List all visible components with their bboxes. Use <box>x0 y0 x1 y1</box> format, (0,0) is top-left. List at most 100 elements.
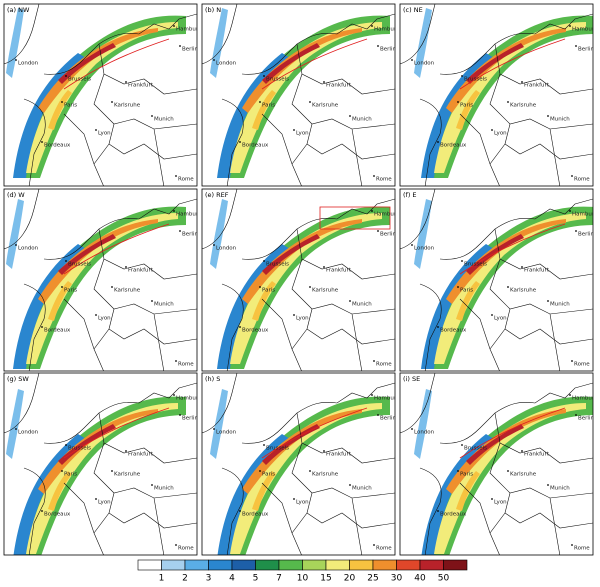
city-label: Berlin <box>578 416 594 422</box>
city-label: Lyon <box>98 316 111 322</box>
map-panel: London Brussels Paris Hamburg Berlin Frankfur… <box>201 188 396 372</box>
city-dot <box>111 470 113 472</box>
subdomain <box>319 206 391 230</box>
map-content: London Brussels Paris Hamburg Berlin Frankfur… <box>400 4 593 186</box>
city-label: Paris <box>262 103 275 109</box>
city-label: Frankfurt <box>524 268 550 274</box>
city-label: Paris <box>262 288 275 294</box>
city-dot <box>173 210 175 212</box>
city-dot <box>377 230 379 232</box>
city-label: London <box>216 61 237 67</box>
city-label: Hamburg <box>176 212 202 218</box>
legend-label: 1 <box>159 574 165 584</box>
panel-frame <box>3 372 198 556</box>
city-label: Rome <box>178 546 194 552</box>
city-dot <box>547 115 549 117</box>
city-label: Bordeaux <box>242 143 269 149</box>
city-label: Bordeaux <box>242 328 269 334</box>
city-dot <box>575 45 577 47</box>
city-dot <box>569 394 571 396</box>
city-label: Berlin <box>182 47 198 53</box>
city-dot <box>373 544 375 546</box>
city-dot <box>491 129 493 131</box>
city-dot <box>259 286 261 288</box>
city-dot <box>175 175 177 177</box>
city-dot <box>437 510 439 512</box>
city-dot <box>411 59 413 61</box>
city-dot <box>259 470 261 472</box>
legend-label: 10 <box>297 574 309 584</box>
city-dot <box>111 101 113 103</box>
city-label: Lyon <box>494 316 507 322</box>
city-label: Paris <box>64 103 77 109</box>
color-box <box>184 559 209 571</box>
city-label: Bordeaux <box>440 328 467 334</box>
city-dot <box>125 450 127 452</box>
city-label: Hamburg <box>374 396 400 402</box>
city-label: Bordeaux <box>440 143 467 149</box>
map-panel: London Brussels Paris Hamburg Berlin Frankfur… <box>3 188 202 372</box>
city-dot <box>61 286 63 288</box>
city-dot <box>61 470 63 472</box>
city-dot <box>461 75 463 77</box>
panel-frame <box>399 188 594 372</box>
city-dot <box>309 470 311 472</box>
city-label: Karlsruhe <box>312 472 339 478</box>
city-label: Karlsruhe <box>510 288 537 294</box>
city-dot <box>61 101 63 103</box>
city-dot <box>173 25 175 27</box>
city-label: Munich <box>550 302 570 308</box>
city-label: Bordeaux <box>44 328 71 334</box>
map-content: London Brussels Paris Hamburg Berlin Frankfur… <box>400 373 594 555</box>
panel-frame <box>399 3 594 187</box>
city-dot <box>293 498 295 500</box>
city-label: Munich <box>352 486 372 492</box>
color-box <box>161 559 186 571</box>
city-label: Karlsruhe <box>510 472 537 478</box>
city-label: Lyon <box>98 500 111 506</box>
legend-label: 30 <box>391 574 403 584</box>
city-dot <box>179 230 181 232</box>
city-label: Frankfurt <box>128 268 154 274</box>
city-label: Bordeaux <box>44 143 71 149</box>
city-label: Hamburg <box>374 27 400 33</box>
city-dot <box>521 450 523 452</box>
color-box <box>443 559 468 571</box>
city-dot <box>65 260 67 262</box>
city-dot <box>41 141 43 143</box>
city-label: Bordeaux <box>440 512 467 518</box>
city-dot <box>571 175 573 177</box>
city-label: Paris <box>64 288 77 294</box>
city-dot <box>239 326 241 328</box>
city-label: Rome <box>376 546 392 552</box>
legend-label: 2 <box>182 574 188 584</box>
city-dot <box>457 286 459 288</box>
city-dot <box>15 428 17 430</box>
city-dot <box>15 59 17 61</box>
city-dot <box>65 444 67 446</box>
city-label: Karlsruhe <box>312 103 339 109</box>
city-dot <box>95 129 97 131</box>
city-dot <box>41 326 43 328</box>
color-box <box>372 559 397 571</box>
legend-label: 3 <box>206 574 212 584</box>
city-dot <box>263 260 265 262</box>
city-label: Karlsruhe <box>510 103 537 109</box>
city-label: Paris <box>262 472 275 478</box>
city-label: Bordeaux <box>242 512 269 518</box>
track <box>459 223 566 275</box>
panel-label: (i) SE <box>403 375 420 383</box>
city-dot <box>263 75 265 77</box>
city-label: Rome <box>376 177 392 183</box>
city-dot <box>293 314 295 316</box>
track <box>459 407 566 459</box>
map-content: London Brussels Paris Hamburg Berlin Frankfur… <box>400 189 593 371</box>
city-dot <box>575 230 577 232</box>
city-label: Rome <box>178 362 194 368</box>
city-dot <box>373 360 375 362</box>
city-dot <box>213 59 215 61</box>
city-label: Karlsruhe <box>312 288 339 294</box>
city-label: Brussels <box>68 262 91 268</box>
track <box>63 223 170 275</box>
city-dot <box>213 428 215 430</box>
